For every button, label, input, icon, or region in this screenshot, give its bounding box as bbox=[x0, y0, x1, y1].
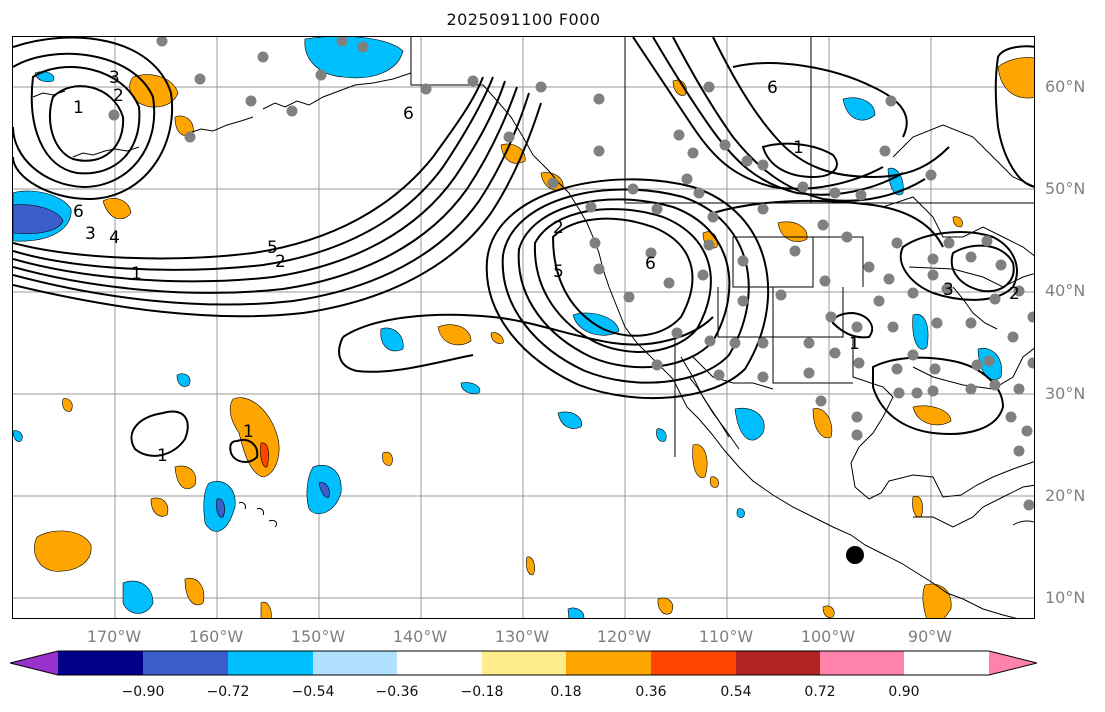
colorbar-tick: −0.18 bbox=[460, 684, 504, 700]
lon-label: 140°W bbox=[392, 627, 448, 646]
lat-label: 60°N bbox=[1045, 77, 1086, 96]
colorbar-segment bbox=[820, 651, 904, 675]
contour-label: 1 bbox=[157, 446, 168, 466]
contour-label: 2 bbox=[1009, 284, 1020, 304]
colorbar-tick: −0.54 bbox=[291, 684, 335, 700]
contour-label: 6 bbox=[767, 78, 778, 98]
lon-label: 130°W bbox=[494, 627, 550, 646]
lat-label: 40°N bbox=[1045, 281, 1086, 300]
lon-label: 100°W bbox=[800, 627, 856, 646]
lat-label: 30°N bbox=[1045, 384, 1086, 403]
contour-labels: 6 1 2 5 4 3 6 1 2 5 6 1 3 1 6 2 1 1 3 2 bbox=[73, 68, 1020, 466]
colorbar-segment bbox=[566, 651, 651, 675]
storm-center-marker[interactable] bbox=[846, 546, 864, 564]
colorbar-tick: 0.72 bbox=[804, 684, 836, 700]
lon-label: 110°W bbox=[698, 627, 754, 646]
contour-label: 6 bbox=[645, 254, 656, 274]
colorbar-tick: 0.18 bbox=[550, 684, 582, 700]
contour-label: 3 bbox=[109, 68, 120, 88]
contour-label: 2 bbox=[553, 218, 564, 238]
colorbar-extend-high bbox=[989, 651, 1037, 675]
colorbar-extend-low bbox=[10, 651, 58, 675]
colorbar-segment bbox=[482, 651, 566, 675]
coastlines bbox=[32, 37, 1034, 618]
colorbar-segment bbox=[736, 651, 820, 675]
contour-label: 1 bbox=[73, 98, 84, 118]
map-panel[interactable]: 6 1 2 5 4 3 6 1 2 5 6 1 3 1 6 2 1 1 3 2 bbox=[12, 36, 1035, 619]
colorbar bbox=[10, 650, 1037, 676]
contour-label: 3 bbox=[943, 280, 954, 300]
lon-label: 90°W bbox=[907, 627, 953, 646]
map-title: 2025091100 F000 bbox=[446, 10, 601, 29]
lon-label: 170°W bbox=[86, 627, 142, 646]
colorbar-segment bbox=[397, 651, 482, 675]
colorbar-segment bbox=[651, 651, 736, 675]
station-markers bbox=[108, 37, 1034, 511]
contour-label: 5 bbox=[267, 238, 278, 258]
lat-label: 10°N bbox=[1045, 588, 1086, 607]
height-contours bbox=[13, 37, 1034, 463]
colorbar-segment bbox=[143, 651, 228, 675]
colorbar-segment bbox=[228, 651, 313, 675]
contour-label: 6 bbox=[403, 104, 414, 124]
contour-label: 1 bbox=[131, 264, 142, 284]
lon-label: 150°W bbox=[290, 627, 346, 646]
contour-label: 2 bbox=[113, 86, 124, 106]
lon-label: 160°W bbox=[188, 627, 244, 646]
colorbar-tick: 0.90 bbox=[888, 684, 920, 700]
contour-label: 1 bbox=[243, 422, 254, 442]
lat-label: 20°N bbox=[1045, 486, 1086, 505]
contour-label: 3 bbox=[85, 224, 96, 244]
colorbar-tick: −0.90 bbox=[121, 684, 165, 700]
map-canvas: 6 1 2 5 4 3 6 1 2 5 6 1 3 1 6 2 1 1 3 2 bbox=[13, 37, 1034, 618]
lon-label: 120°W bbox=[596, 627, 652, 646]
colorbar-tick: −0.36 bbox=[375, 684, 419, 700]
contour-label: 1 bbox=[793, 138, 804, 158]
shaded-anomalies bbox=[13, 37, 1034, 618]
lat-label: 50°N bbox=[1045, 179, 1086, 198]
contour-label: 6 bbox=[73, 202, 84, 222]
colorbar-tick: 0.36 bbox=[635, 684, 667, 700]
colorbar-tick: 0.54 bbox=[720, 684, 752, 700]
contour-label: 4 bbox=[109, 228, 120, 248]
contour-label: 5 bbox=[553, 262, 564, 282]
colorbar-segment bbox=[58, 651, 143, 675]
contour-label: 1 bbox=[849, 334, 860, 354]
colorbar-segment bbox=[313, 651, 397, 675]
colorbar-tick: −0.72 bbox=[206, 684, 250, 700]
contour-label: 2 bbox=[275, 252, 286, 272]
graticule bbox=[13, 37, 1034, 618]
